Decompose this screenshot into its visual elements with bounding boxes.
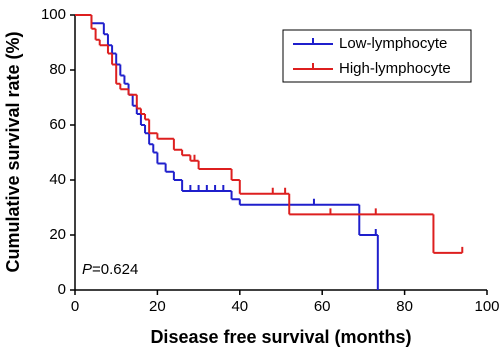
x-tick-label: 40	[231, 298, 248, 315]
legend-box	[282, 29, 472, 83]
y-axis-title: Cumulative survival rate (%)	[3, 31, 23, 272]
legend-label: High-lymphocyte	[339, 60, 451, 77]
annotation-italic: P	[82, 261, 92, 278]
x-tick-label: 0	[71, 298, 79, 315]
y-tick-label: 100	[41, 6, 66, 23]
x-tick-label: 60	[314, 298, 331, 315]
y-tick-label: 80	[49, 61, 66, 78]
x-tick-label: 20	[149, 298, 166, 315]
x-tick-label: 80	[396, 298, 413, 315]
x-axis-title: Disease free survival (months)	[150, 327, 411, 347]
y-tick-label: 0	[58, 281, 66, 298]
annotation: P=0.624	[82, 261, 138, 278]
y-tick-label: 20	[49, 226, 66, 243]
y-tick-label: 40	[49, 171, 66, 188]
annotation-rest: =0.624	[92, 261, 138, 278]
x-tick-label: 100	[474, 298, 499, 315]
y-tick-label: 60	[49, 116, 66, 133]
legend-label: Low-lymphocyte	[339, 35, 447, 52]
